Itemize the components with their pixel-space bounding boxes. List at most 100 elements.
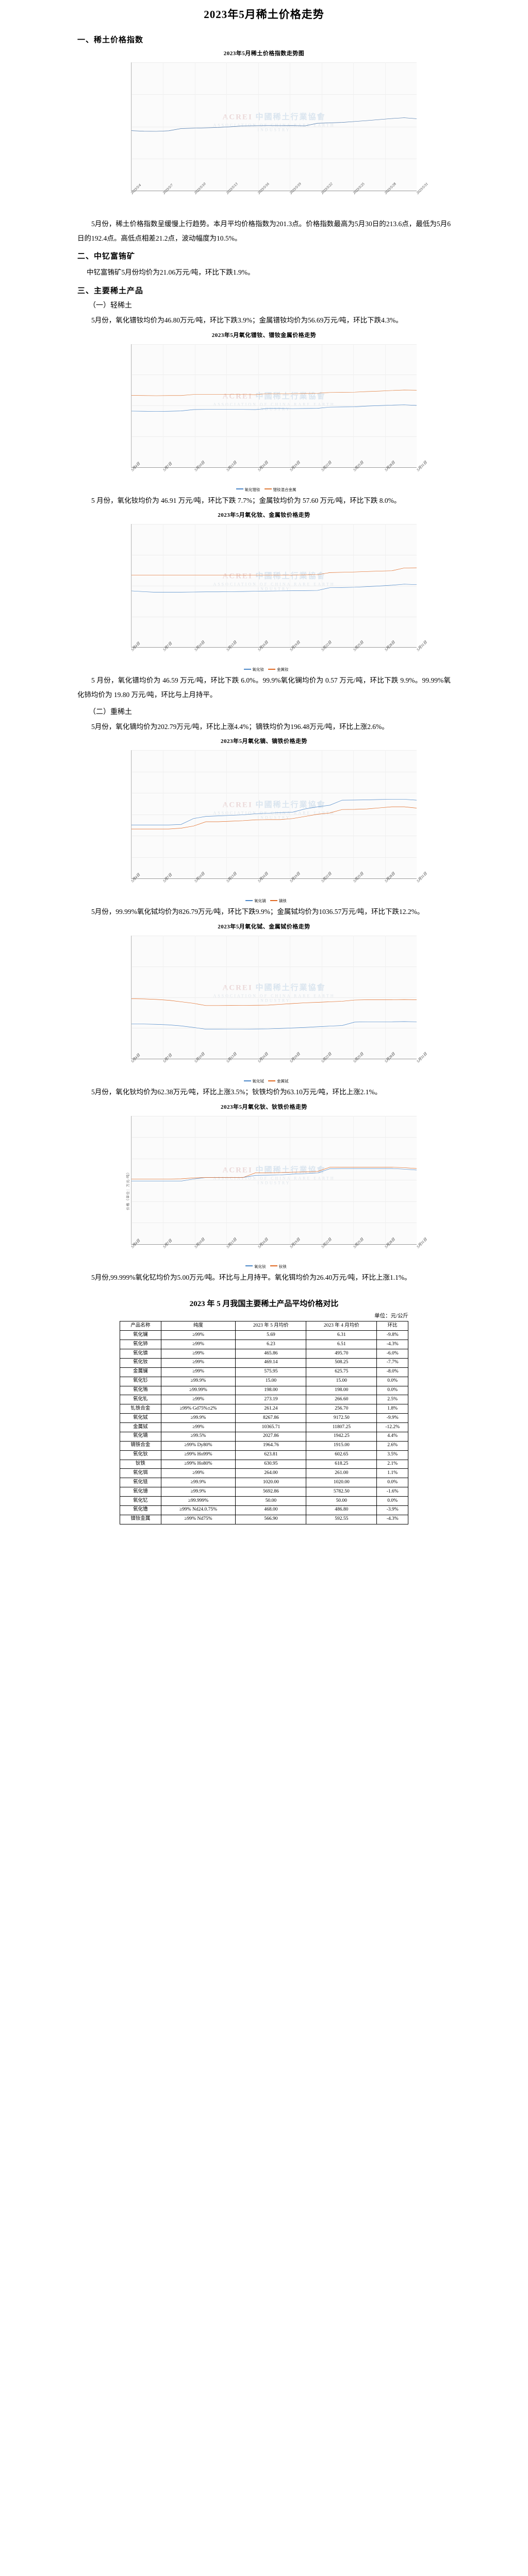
table-cell: 0.0%	[376, 1478, 408, 1488]
subsection-heading-light: （一）轻稀土	[89, 302, 132, 310]
legend-label: 氧化铽	[252, 1079, 265, 1084]
paragraph-nd: 5 月份，氧化钕均价为 46.91 万元/吨，环比下跌 7.7%；金属钕均价为 …	[91, 496, 401, 504]
table-cell: 273.19	[235, 1395, 307, 1405]
table-cell: ≥99%	[160, 1349, 236, 1359]
series-line	[131, 1168, 417, 1181]
table-cell: 261.00	[306, 1468, 377, 1479]
section-heading-3: 三、主要稀土产品	[77, 286, 144, 296]
table-cell: 1964.76	[235, 1440, 307, 1451]
table-cell: 5782.50	[306, 1487, 377, 1497]
gridline	[131, 62, 132, 191]
chart-title: 2023年5月氧化镝、镝铁价格走势	[221, 738, 307, 745]
table-cell: ≥99%	[160, 1340, 236, 1350]
gridline	[226, 344, 227, 467]
series-line	[131, 800, 417, 825]
table-cell-product: 氧化铈	[120, 1340, 161, 1350]
paragraph-yttrium-ore: 中钇富铕矿5月份均价为21.06万元/吨，环比下跌1.9%。	[87, 268, 255, 277]
table-cell: 6.51	[306, 1340, 377, 1350]
table-row: 钆铁合金 ≥99% Gd75%±2% 261.24 256.70 1.8%	[120, 1404, 408, 1414]
gridline	[385, 344, 386, 467]
table-cell: ≥99.9%	[160, 1487, 236, 1497]
plot-area: ACREI 中國稀土行業協會 ASSOCIATION OF CHINA RARE …	[131, 750, 417, 879]
series-lines	[131, 936, 417, 1059]
gridline	[226, 1115, 227, 1244]
table-cell-product: 钆铁合金	[120, 1404, 161, 1414]
x-axis-tick: 5月31日	[416, 1237, 428, 1249]
table-cell: -4.3%	[376, 1514, 408, 1524]
table-cell: 2.5%	[376, 1395, 408, 1405]
legend-swatch	[245, 1265, 253, 1267]
x-axis-tick: 5月31日	[416, 871, 428, 884]
table-cell: ≥99.9%	[160, 1478, 236, 1488]
table-row: 氧化镨 ≥99% 465.86 495.70 -6.0%	[120, 1349, 408, 1359]
plot-area: ACREI 中國稀土行業協會 ASSOCIATION OF CHINA RARE …	[131, 936, 417, 1060]
table-cell: 266.60	[306, 1395, 377, 1405]
plot-area-wrapper: ACREI 中國稀土行業協會 ASSOCIATION OF CHINA RARE …	[104, 1113, 428, 1269]
chart-legend: 氧化镨钕 镨钕混合金属	[104, 487, 424, 493]
series-lines	[131, 1116, 417, 1244]
gridline	[131, 62, 417, 63]
table-unit-label: 单位：元/公斤	[374, 1313, 408, 1319]
series-line	[131, 568, 417, 575]
table-cell-product: 金属镧	[120, 1367, 161, 1377]
table-cell: 198.00	[235, 1385, 307, 1396]
table-cell: 2.1%	[376, 1459, 408, 1469]
series-lines	[131, 750, 417, 878]
legend-label: 金属铽	[277, 1079, 289, 1084]
paragraph-index: 5月份，稀土价格指数呈缓慢上行趋势。本月平均价格指数为201.3点。价格指数最高…	[77, 220, 451, 242]
plot-area-wrapper: ACREI 中國稀土行業協會 ASSOCIATION OF CHINA RARE …	[104, 59, 429, 214]
gridline	[131, 750, 417, 751]
gridline	[353, 1115, 354, 1244]
x-axis-tick: 2023/5/31	[416, 181, 429, 195]
table-cell: 592.55	[306, 1514, 377, 1524]
table-cell: ≥99%	[160, 1367, 236, 1377]
table-cell: 1942.25	[306, 1431, 377, 1442]
table-cell: 2.6%	[376, 1440, 408, 1451]
chart-price-index: 2023年5月稀土价格指数走势图 ACREI 中國稀土行業協會 ASSOCIATI…	[104, 49, 429, 214]
chart-nd: 2023年5月氧化钕、金属钕价格走势 ACREI 中國稀土行業協會 ASSOCIA…	[104, 511, 428, 672]
table-cell-product: 镨钕金属	[120, 1514, 161, 1524]
table-cell: -9.9%	[376, 1413, 408, 1423]
table-cell: 15.00	[306, 1376, 377, 1386]
x-axis-tick: 5月31日	[416, 640, 428, 652]
table-cell: 566.90	[235, 1514, 307, 1524]
price-comparison-table: 产品名称 纯度 2023 年 5 月均价 2023 年 4 月均价 环比 氧化镧 ≥99%…	[120, 1321, 408, 1524]
table-cell: 3.5%	[376, 1450, 408, 1460]
paragraph-pr-la-ce: 5 月份，氧化镨均价为 46.59 万元/吨，环比下跌 6.0%。99.9%氧化…	[77, 676, 451, 699]
paragraph-y-er: 5月份,99.999%氧化钇均价为5.00万元/吨。环比与上月持平。氧化铒均价为…	[91, 1273, 411, 1281]
legend-label: 金属钕	[277, 667, 289, 672]
gridline	[131, 1115, 132, 1244]
table-row: 氧化钐 ≥99.9% 15.00 15.00 0.0%	[120, 1376, 408, 1386]
table-title: 2023 年 5 月我国主要稀土产品平均价格对比	[189, 1300, 339, 1309]
gridline	[385, 936, 386, 1059]
gridline	[258, 936, 259, 1059]
table-cell: 465.86	[235, 1349, 307, 1359]
table-row: 氧化钇 ≥99.999% 50.00 50.00 0.0%	[120, 1496, 408, 1506]
gridline	[258, 524, 259, 648]
gridline	[353, 344, 354, 467]
plot-area-wrapper: ACREI 中國稀土行業協會 ASSOCIATION OF CHINA RARE …	[104, 933, 428, 1084]
series-lines	[131, 62, 417, 191]
table-cell-product: 氧化钆	[120, 1395, 161, 1405]
subsection-heading-heavy: （二）重稀土	[89, 708, 132, 716]
x-axis-tick: 5月31日	[416, 1052, 428, 1064]
series-lines	[131, 524, 417, 647]
legend-swatch	[268, 668, 275, 670]
table-cell: 575.95	[235, 1367, 307, 1377]
gridline	[226, 750, 227, 879]
series-line	[131, 584, 417, 592]
table-cell: ≥99.5%	[160, 1431, 236, 1442]
table-row: 钬铁 ≥99% Ho80% 630.95 618.25 2.1%	[120, 1459, 408, 1469]
gridline	[131, 857, 417, 858]
table-cell-product: 氧化镧	[120, 1330, 161, 1341]
series-lines	[131, 344, 417, 467]
gridline	[131, 94, 417, 95]
table-row: 镝铁合金 ≥99% Dy80% 1964.76 1915.00 2.6%	[120, 1440, 408, 1451]
table-cell: 508.25	[306, 1358, 377, 1368]
table-row: 镨钕金属 ≥99% Nd75% 566.90 592.55 -4.3%	[120, 1514, 408, 1524]
table-cell: 15.00	[235, 1376, 307, 1386]
table-cell: 0.0%	[376, 1496, 408, 1506]
table-cell: ≥99% Gd75%±2%	[160, 1404, 236, 1414]
table-cell: 1020.00	[235, 1478, 307, 1488]
plot-area-wrapper: ACREI 中國稀土行業協會 ASSOCIATION OF CHINA RARE …	[104, 521, 428, 672]
